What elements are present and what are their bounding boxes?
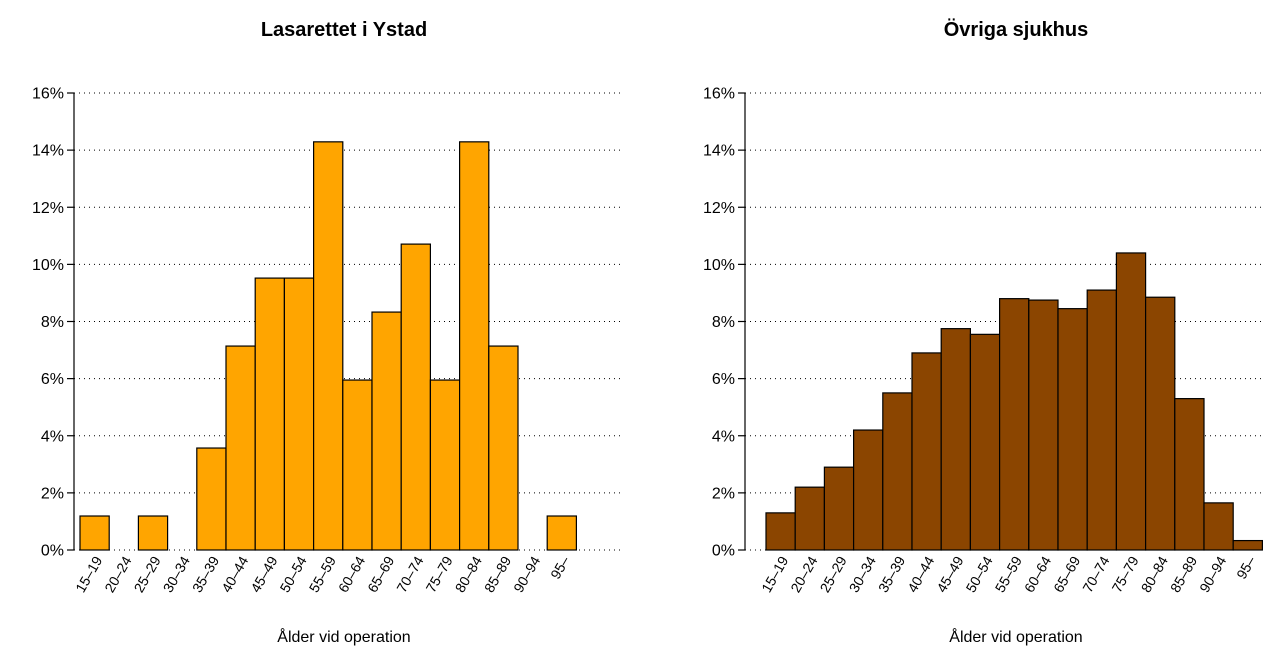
x-tick-label: 75–79 bbox=[1108, 553, 1141, 595]
y-tick-label: 2% bbox=[41, 485, 64, 502]
x-tick-label: 55–59 bbox=[992, 553, 1025, 595]
x-tick-label: 60–64 bbox=[335, 553, 368, 595]
y-tick-label: 16% bbox=[703, 86, 735, 103]
bar-65–69 bbox=[1057, 308, 1088, 551]
bar-25–29 bbox=[823, 466, 855, 551]
y-tick-label: 0% bbox=[41, 543, 64, 560]
y-tick-label: 2% bbox=[712, 485, 735, 502]
bar-65–69 bbox=[371, 311, 402, 551]
bar-75–79 bbox=[1115, 252, 1147, 551]
x-tick-label: 35–39 bbox=[875, 553, 908, 595]
bar-75–79 bbox=[429, 379, 461, 551]
bar-95– bbox=[1232, 539, 1263, 551]
bar-60–64 bbox=[342, 379, 373, 551]
bar-85–89 bbox=[488, 345, 519, 551]
bar-70–74 bbox=[1086, 289, 1117, 551]
bar-15–19 bbox=[765, 512, 796, 551]
x-tick-label: 90–94 bbox=[510, 553, 543, 595]
bar-45–49 bbox=[940, 328, 972, 551]
chart-title: Övriga sjukhus bbox=[944, 18, 1089, 41]
x-tick-label: 65–69 bbox=[364, 553, 397, 595]
x-tick-label: 60–64 bbox=[1021, 553, 1054, 595]
x-tick-label: 25–29 bbox=[816, 553, 849, 595]
x-tick-label: 45–49 bbox=[247, 553, 280, 595]
x-tick-label: 70–74 bbox=[1079, 553, 1112, 595]
chart-panel-ystad: Lasarettet i Ystad Ålder vid operation 0… bbox=[32, 19, 620, 646]
x-tick-label: 15–19 bbox=[72, 553, 105, 595]
x-tick-label: 70–74 bbox=[393, 553, 426, 595]
y-tick-label: 8% bbox=[41, 314, 64, 331]
bar-50–54 bbox=[969, 333, 1001, 551]
x-tick-label: 80–84 bbox=[452, 553, 485, 595]
x-tick-label: 85–89 bbox=[1167, 553, 1200, 595]
x-tick-label: 95– bbox=[547, 553, 573, 581]
y-tick-label: 4% bbox=[712, 428, 735, 445]
bar-95– bbox=[546, 515, 578, 551]
bar-80–84 bbox=[459, 141, 490, 551]
x-tick-label: 55–59 bbox=[306, 553, 339, 595]
x-tick-label: 90–94 bbox=[1196, 553, 1229, 595]
bar-45–49 bbox=[254, 277, 285, 551]
x-tick-label: 85–89 bbox=[481, 553, 514, 595]
y-tick-label: 4% bbox=[41, 428, 64, 445]
x-tick-label: 45–49 bbox=[933, 553, 966, 595]
bar-70–74 bbox=[400, 243, 432, 551]
y-tick-label: 0% bbox=[712, 543, 735, 560]
y-tick-label: 6% bbox=[41, 371, 64, 388]
y-tick-label: 10% bbox=[703, 257, 735, 274]
y-tick-label: 12% bbox=[32, 200, 64, 217]
x-axis-label: Ålder vid operation bbox=[949, 627, 1082, 646]
x-tick-label: 20–24 bbox=[101, 553, 134, 595]
bar-40–44 bbox=[911, 352, 942, 551]
bar-40–44 bbox=[225, 345, 256, 551]
bar-35–39 bbox=[196, 447, 227, 551]
x-tick-label: 30–34 bbox=[160, 553, 193, 595]
y-tick-label: 8% bbox=[712, 314, 735, 331]
y-tick-label: 16% bbox=[32, 86, 64, 103]
x-tick-label: 30–34 bbox=[846, 553, 879, 595]
bar-30–34 bbox=[852, 429, 884, 551]
bar-35–39 bbox=[882, 392, 913, 551]
x-tick-label: 80–84 bbox=[1138, 553, 1171, 595]
bar-55–59 bbox=[313, 141, 344, 551]
x-tick-label: 65–69 bbox=[1050, 553, 1083, 595]
chart-panel-ovriga: Övriga sjukhus Ålder vid operation 0% 2% 4… bbox=[703, 18, 1265, 646]
x-tick-label: 15–19 bbox=[758, 553, 791, 595]
bar-55–59 bbox=[998, 298, 1030, 551]
y-tick-label: 14% bbox=[32, 143, 64, 160]
bar-80–84 bbox=[1144, 296, 1176, 551]
y-tick-label: 6% bbox=[712, 371, 735, 388]
x-tick-label: 95– bbox=[1233, 553, 1259, 581]
bar-15–19 bbox=[79, 515, 110, 551]
x-tick-label: 40–44 bbox=[218, 553, 251, 595]
x-tick-label: 40–44 bbox=[904, 553, 937, 595]
bar-50–54 bbox=[283, 277, 315, 551]
y-tick-label: 14% bbox=[703, 143, 735, 160]
x-tick-label: 35–39 bbox=[189, 553, 222, 595]
y-tick-label: 10% bbox=[32, 257, 64, 274]
bar-60–64 bbox=[1028, 299, 1059, 551]
x-tick-label: 50–54 bbox=[962, 553, 995, 595]
bar-25–29 bbox=[137, 515, 169, 551]
x-tick-label: 20–24 bbox=[787, 553, 820, 595]
x-tick-label: 25–29 bbox=[130, 553, 163, 595]
bar-20–24 bbox=[794, 486, 826, 551]
bar-85–89 bbox=[1174, 398, 1205, 551]
chart-title: Lasarettet i Ystad bbox=[261, 19, 427, 41]
y-tick-label: 12% bbox=[703, 200, 735, 217]
bar-90–94 bbox=[1203, 502, 1234, 551]
x-axis-label: Ålder vid operation bbox=[277, 627, 410, 646]
x-tick-label: 75–79 bbox=[422, 553, 455, 595]
x-tick-label: 50–54 bbox=[276, 553, 309, 595]
